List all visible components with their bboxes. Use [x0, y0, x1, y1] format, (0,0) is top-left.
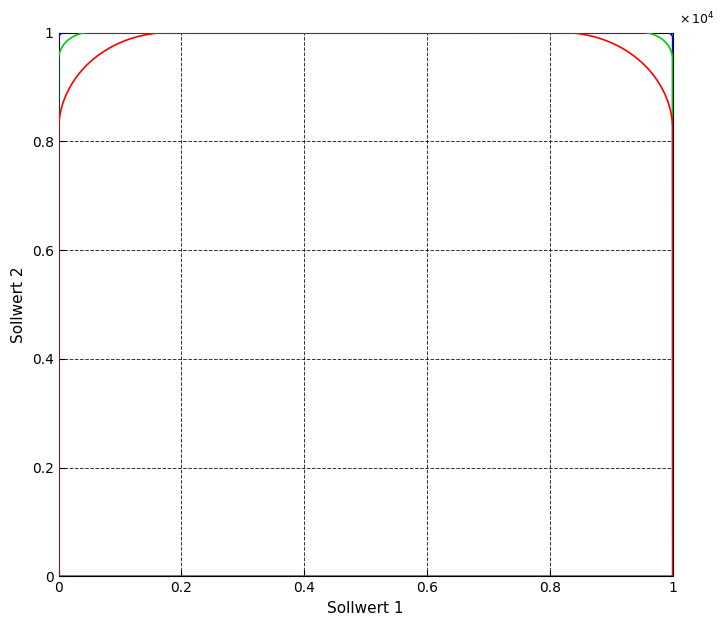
Text: $\times\,10^4$: $\times\,10^4$: [679, 11, 714, 27]
Y-axis label: Sollwert 2: Sollwert 2: [11, 266, 26, 343]
X-axis label: Sollwert 1: Sollwert 1: [328, 601, 404, 616]
